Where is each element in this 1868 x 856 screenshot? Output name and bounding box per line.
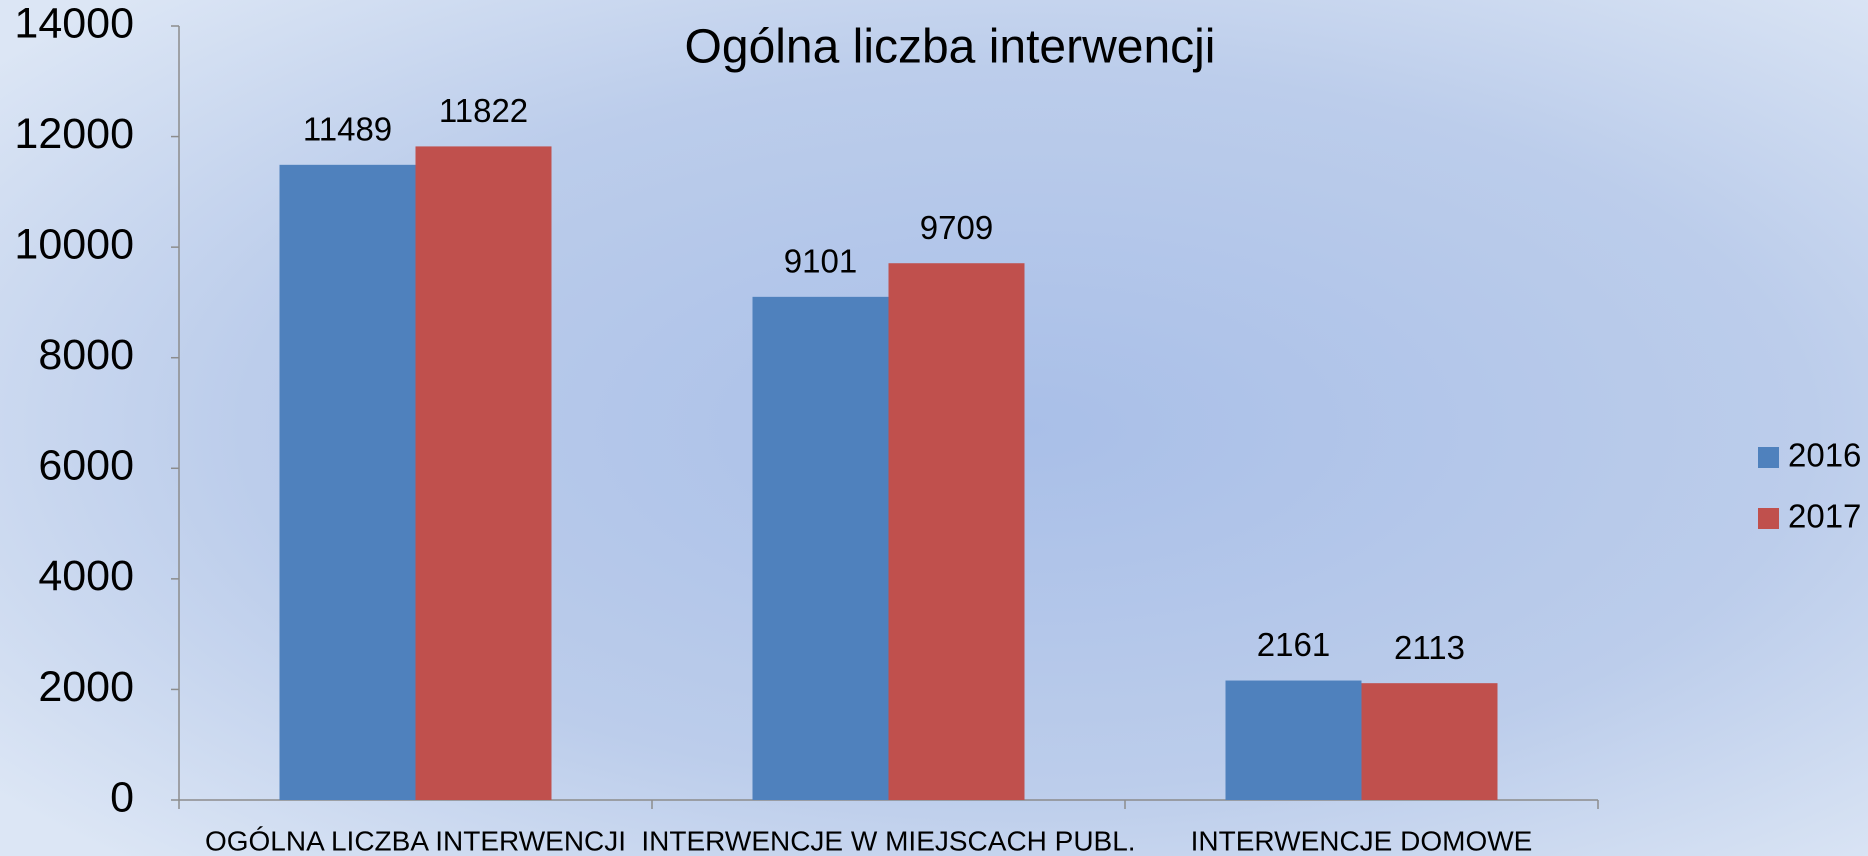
y-tick-label: 8000 bbox=[38, 331, 134, 379]
chart-title: Ogólna liczba interwencji bbox=[685, 21, 1216, 74]
legend-swatch bbox=[1758, 508, 1779, 529]
legend-label: 2017 bbox=[1788, 498, 1861, 535]
x-tick-label: INTERWENCJE DOMOWE bbox=[1191, 825, 1533, 856]
y-tick-label: 2000 bbox=[38, 663, 134, 711]
data-label: 9101 bbox=[784, 243, 857, 280]
y-tick-label: 12000 bbox=[14, 110, 134, 158]
bar bbox=[415, 146, 552, 800]
y-tick-label: 14000 bbox=[14, 0, 134, 47]
legend-label: 2016 bbox=[1788, 437, 1861, 474]
y-tick-label: 6000 bbox=[38, 442, 134, 490]
x-tick-label: INTERWENCJE W MIEJSCACH PUBL. bbox=[641, 825, 1135, 856]
data-label: 9709 bbox=[920, 209, 993, 246]
data-label: 2161 bbox=[1257, 626, 1330, 663]
bar bbox=[888, 263, 1025, 801]
bar bbox=[1225, 680, 1362, 800]
bar bbox=[752, 296, 889, 800]
data-label: 11489 bbox=[303, 111, 392, 148]
y-tick-label: 0 bbox=[110, 773, 134, 821]
y-tick-label: 10000 bbox=[14, 221, 134, 269]
x-tick-label: OGÓLNA LICZBA INTERWENCJI bbox=[205, 825, 626, 856]
bar bbox=[279, 164, 416, 800]
legend-swatch bbox=[1758, 447, 1779, 468]
data-label: 11822 bbox=[439, 92, 528, 129]
data-label: 2113 bbox=[1394, 629, 1465, 666]
bar bbox=[1361, 683, 1498, 800]
y-tick-label: 4000 bbox=[38, 552, 134, 600]
